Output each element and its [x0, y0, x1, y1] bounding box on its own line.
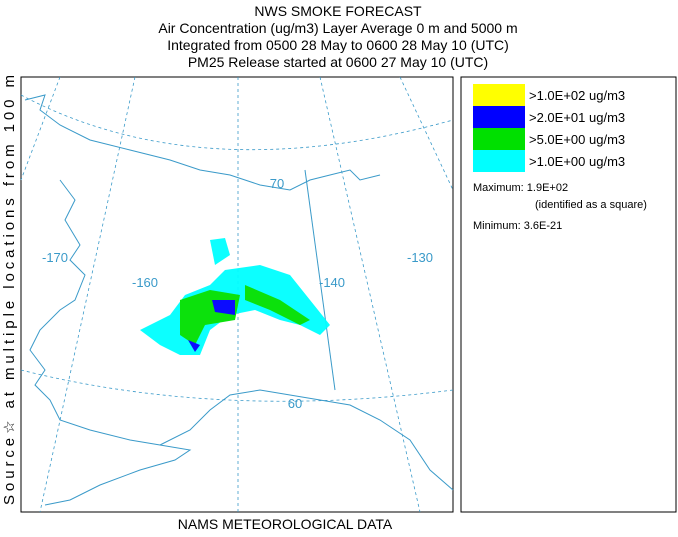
header-line: Air Concentration (ug/m3) Layer Average …: [158, 20, 517, 36]
legend-label: >1.0E+02 ug/m3: [529, 88, 625, 103]
legend-label: >1.0E+00 ug/m3: [529, 154, 625, 169]
footer: NAMS METEOROLOGICAL DATA: [178, 516, 393, 532]
header-line: Integrated from 0500 28 May to 0600 28 M…: [167, 37, 509, 53]
title: NWS SMOKE FORECAST: [254, 3, 422, 19]
maximum-note: (identified as a square): [535, 199, 647, 211]
smoke-plume: [140, 238, 330, 355]
graticule-label: 70: [270, 176, 284, 191]
graticule-label: -170: [42, 250, 68, 265]
legend-label: >2.0E+01 ug/m3: [529, 110, 625, 125]
graticule-label: 60: [288, 396, 302, 411]
minimum: Minimum: 3.6E-21: [473, 220, 562, 232]
map: -170 -160 -140 -130 70 60: [20, 76, 454, 513]
legend-swatch: [473, 84, 525, 106]
legend-swatch: [473, 128, 525, 150]
legend-label: >5.0E+00 ug/m3: [529, 132, 625, 147]
legend-swatch: [473, 150, 525, 172]
header-line: PM25 Release started at 0600 27 May 10 (…: [188, 54, 488, 70]
graticule-label: -160: [132, 275, 158, 290]
coastline: [24, 94, 454, 506]
legend-swatch: [473, 106, 525, 128]
maximum: Maximum: 1.9E+02: [473, 182, 568, 194]
side-label: Source☆ at multiple locations from 100 m: [1, 75, 18, 505]
legend: Maximum: 1.9E+02 (identified as a square…: [460, 76, 677, 513]
graticule-label: -140: [319, 275, 345, 290]
graticule-label: -130: [407, 250, 433, 265]
